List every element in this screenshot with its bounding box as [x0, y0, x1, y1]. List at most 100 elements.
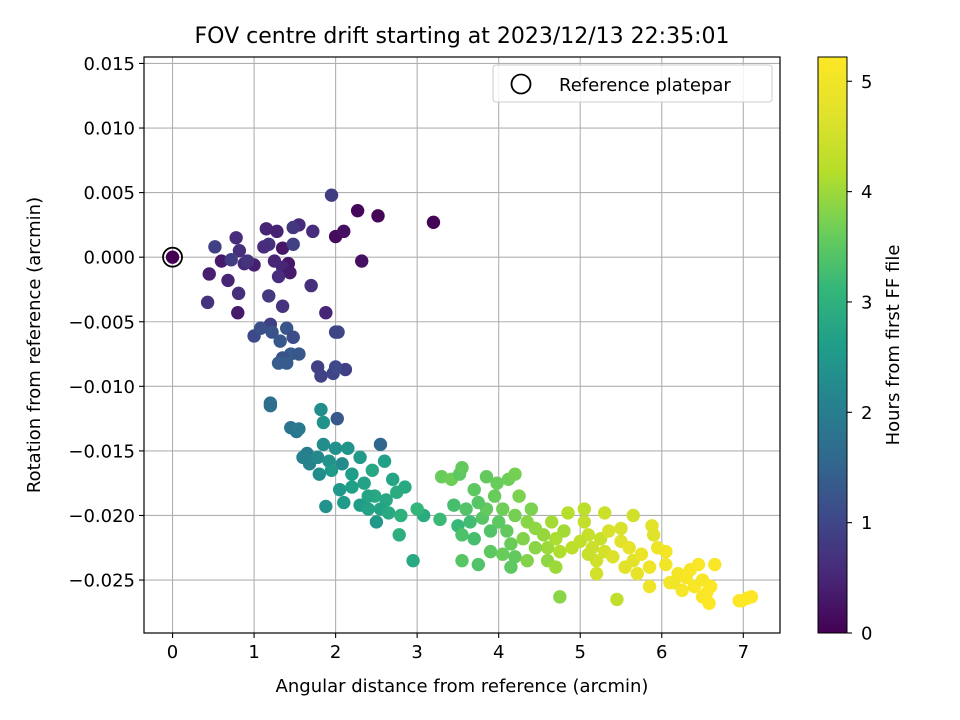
data-point: [455, 528, 469, 542]
data-point: [496, 502, 510, 516]
colorbar-tick-label: 5: [861, 72, 872, 93]
colorbar-tick-label: 2: [861, 403, 872, 424]
data-point: [257, 240, 271, 254]
data-point: [229, 231, 243, 245]
data-point: [634, 547, 649, 561]
data-point: [361, 502, 375, 516]
data-point: [471, 495, 486, 510]
data-point: [306, 224, 320, 239]
data-point: [341, 441, 355, 456]
x-tick-label: 7: [738, 642, 749, 663]
data-point: [231, 306, 245, 320]
data-point: [642, 560, 657, 574]
data-point: [540, 541, 555, 555]
data-point: [353, 450, 367, 465]
data-point: [270, 224, 284, 239]
data-point: [500, 524, 514, 538]
colorbar-label: Hours from first FF file: [883, 245, 904, 446]
data-point: [273, 334, 287, 348]
data-point: [240, 254, 255, 268]
data-point: [310, 450, 325, 465]
data-point: [381, 506, 396, 520]
data-point: [324, 188, 339, 202]
data-point: [622, 541, 636, 555]
data-point: [597, 506, 612, 520]
data-point: [479, 470, 494, 484]
data-point: [512, 489, 526, 503]
colorbar: 0 1 2 3 4 5 Hours from first FF file: [817, 56, 904, 645]
y-axis-ticks: 0.015 0.010 0.005 0.000 −0.005 −0.010 −0.015 −0…: [68, 54, 144, 592]
y-tick-label: 0.000: [83, 248, 135, 269]
x-tick-label: 0: [167, 642, 178, 663]
data-point: [263, 396, 278, 410]
x-axis-ticks: 0 1 2 3 4 5 6 7: [167, 633, 749, 663]
data-point: [314, 369, 328, 383]
data-point: [335, 457, 349, 471]
data-point: [553, 544, 567, 559]
data-point: [330, 411, 344, 426]
data-point: [304, 278, 318, 293]
data-point: [224, 253, 238, 267]
data-point: [516, 532, 530, 546]
data-point: [355, 254, 369, 268]
data-point: [496, 547, 510, 561]
legend-reference-marker: [510, 73, 532, 95]
data-point: [357, 476, 371, 490]
data-point: [365, 463, 380, 477]
data-point: [650, 541, 665, 555]
data-point: [557, 524, 571, 538]
data-point: [642, 579, 657, 594]
data-point: [659, 557, 673, 572]
y-tick-label: −0.020: [68, 506, 135, 527]
data-point: [508, 467, 522, 481]
data-point: [314, 402, 328, 417]
data-point: [316, 415, 331, 430]
legend-entry-label: Reference platepar: [559, 75, 731, 96]
x-tick-label: 4: [493, 642, 504, 663]
data-point: [744, 590, 759, 604]
data-point: [392, 528, 406, 542]
data-point: [319, 306, 333, 320]
data-point: [459, 502, 473, 516]
data-point: [610, 592, 624, 607]
data-point: [455, 460, 469, 475]
data-point: [646, 528, 661, 542]
colorbar-tick-label: 0: [861, 624, 872, 645]
data-point: [394, 508, 408, 523]
data-point: [286, 237, 300, 251]
data-point: [491, 515, 506, 529]
data-point: [259, 222, 274, 236]
reference-platepar-marker: [162, 246, 183, 268]
data-point: [528, 541, 543, 555]
data-point: [702, 596, 716, 610]
chart-title: FOV centre drift starting at 2023/12/13 …: [195, 24, 730, 49]
colorbar-ticks: 0 1 2 3 4 5: [847, 72, 872, 645]
data-point: [589, 566, 604, 581]
y-tick-label: 0.015: [83, 54, 135, 75]
data-point: [385, 472, 400, 487]
data-point: [544, 515, 559, 529]
data-point: [283, 265, 297, 280]
plot-area: 0 1 2 3 4 5 6 7 0.015 0.010 0.005 0.000 −0.005 −0.01…: [68, 54, 781, 663]
data-point: [286, 330, 300, 344]
data-point: [312, 467, 327, 481]
data-point: [467, 532, 481, 546]
colorbar-tick-label: 3: [861, 292, 872, 313]
data-point: [410, 502, 424, 516]
data-point: [626, 508, 640, 523]
data-point: [337, 224, 351, 239]
x-tick-label: 1: [248, 642, 259, 663]
colorbar-tick-label: 1: [861, 513, 872, 534]
data-point: [549, 560, 563, 574]
data-point: [483, 524, 498, 538]
y-tick-label: −0.005: [68, 312, 135, 333]
data-point: [490, 476, 504, 490]
x-tick-label: 5: [575, 642, 586, 663]
y-tick-label: 0.010: [83, 119, 135, 140]
data-point: [275, 241, 290, 255]
data-point: [602, 524, 616, 538]
legend: Reference platepar: [492, 64, 773, 103]
data-point: [271, 269, 286, 284]
y-tick-label: −0.010: [68, 377, 135, 398]
